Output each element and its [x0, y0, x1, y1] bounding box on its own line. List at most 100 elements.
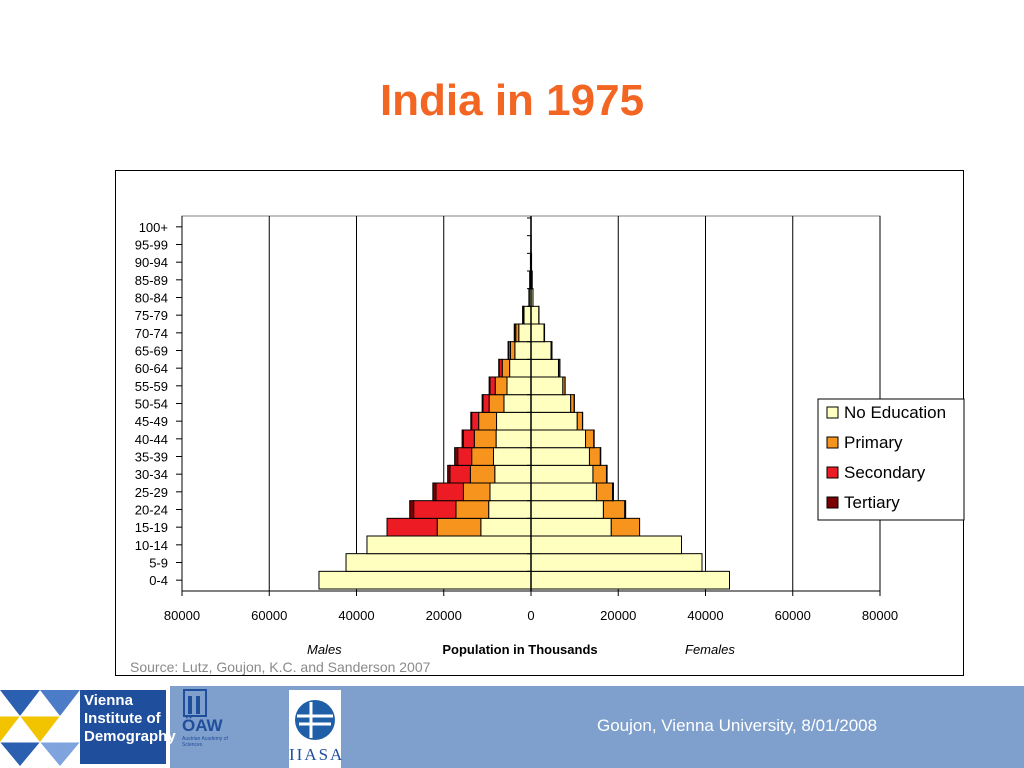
vid-logo-text: Vienna Institute of Demography: [84, 692, 176, 745]
bar-male-0-4-no-education: [318, 570, 532, 590]
age-label: 20-24: [135, 503, 168, 518]
legend-swatch-primary: [826, 436, 839, 449]
chart-frame: 0-4 5-9 10-14 15-19 20-24 25-29 30-34 35-39 40-4…: [115, 170, 965, 676]
bar-male-55-59-primary: [494, 376, 508, 396]
age-label: 65-69: [135, 344, 168, 359]
bar-female-30-34-tertiary: [605, 464, 608, 484]
bar-male-25-29-primary: [462, 482, 491, 502]
bar-female-60-64-no-education: [530, 358, 559, 378]
x-tick-label: 80000: [164, 608, 200, 623]
bar-female-35-39-no-education: [530, 447, 590, 466]
age-label: 55-59: [135, 379, 168, 394]
age-label: 90-94: [135, 255, 168, 270]
age-label: 60-64: [135, 361, 168, 376]
legend-swatch-tertiary: [826, 496, 839, 509]
legend-swatch-secondary: [826, 466, 839, 479]
bar-male-50-54-tertiary: [481, 394, 484, 413]
bar-male-35-39-secondary: [457, 447, 473, 466]
bar-female-20-24-tertiary: [624, 500, 627, 519]
x-axis-title: Population in Thousands: [442, 642, 597, 657]
x-axis-left-label: Males: [307, 642, 342, 657]
bar-male-60-64-no-education: [509, 358, 532, 378]
bar-male-35-39-tertiary: [454, 447, 459, 466]
x-tick-label: 60000: [251, 608, 287, 623]
oaw-logo-text: ÖAW: [182, 716, 223, 735]
x-tick-labels: 80000 60000 40000 20000 0 20000 40000 60000 8000…: [164, 591, 898, 623]
legend-label: Primary: [844, 433, 903, 452]
x-tick-label: 20000: [426, 608, 462, 623]
bar-female-75-79-no-education: [530, 305, 540, 325]
bar-male-30-34-tertiary: [447, 464, 451, 484]
legend-swatch-no-education: [826, 406, 839, 419]
legend-box: [817, 398, 965, 521]
bar-male-60-64-primary: [501, 358, 511, 378]
bar-male-50-54-primary: [488, 394, 505, 413]
iiasa-logo-text: IIASA: [289, 745, 345, 764]
bar-male-30-34-no-education: [494, 464, 532, 484]
age-label: 5-9: [149, 556, 168, 571]
bar-male-70-74-no-education: [518, 323, 532, 343]
grid-lines: [181, 216, 881, 591]
oaw-logo: ÖAW Austrian Academy of Sciences: [174, 688, 234, 748]
bar-female-25-29-tertiary: [612, 482, 614, 502]
bar-female-30-34-no-education: [530, 464, 594, 484]
bar-male-20-24-primary: [455, 500, 490, 519]
age-label: 15-19: [135, 520, 168, 535]
bar-female-25-29-no-education: [530, 482, 597, 502]
footer-text: Goujon, Vienna University, 8/01/2008: [597, 716, 878, 735]
bar-male-25-29-no-education: [489, 482, 532, 502]
bar-female-30-34-primary: [592, 464, 607, 484]
bar-female-70-74-no-education: [530, 323, 545, 343]
bar-male-30-34-primary: [469, 464, 496, 484]
bar-male-35-39-primary: [471, 447, 494, 466]
bar-female-50-54-primary: [570, 394, 575, 413]
bar-male-55-59-no-education: [506, 376, 532, 396]
bar-male-40-44-primary: [473, 429, 497, 449]
bar-male-20-24-tertiary: [409, 500, 415, 519]
bar-male-25-29-secondary: [435, 482, 464, 502]
age-label: 30-34: [135, 467, 168, 482]
legend: No Education Primary Secondary Tertiary: [817, 398, 965, 521]
age-label: 75-79: [135, 308, 168, 323]
bar-female-45-49-no-education: [530, 411, 578, 431]
age-label: 45-49: [135, 414, 168, 429]
bar-male-30-34-secondary: [449, 464, 471, 484]
bar-male-10-14-no-education: [366, 535, 532, 555]
source-note: Source: Lutz, Goujon, K.C. and Sanderson…: [130, 659, 431, 675]
population-pyramid-chart: 0-4 5-9 10-14 15-19 20-24 25-29 30-34 35-39 40-4…: [135, 215, 965, 657]
bar-male-5-9-no-education: [345, 553, 532, 572]
bar-female-0-4-no-education: [530, 570, 730, 590]
age-label: 100+: [139, 220, 168, 235]
bar-male-40-44-secondary: [462, 429, 475, 449]
bar-female-45-49-primary: [576, 411, 583, 431]
bar-male-45-49-tertiary: [470, 411, 473, 431]
x-tick-label: 20000: [600, 608, 636, 623]
bar-female-55-59-no-education: [530, 376, 564, 396]
bar-female-15-19-primary: [610, 517, 641, 537]
bar-male-15-19-no-education: [480, 517, 532, 537]
age-label: 50-54: [135, 397, 168, 412]
bar-male-65-69-primary: [509, 341, 516, 360]
bar-male-45-49-no-education: [496, 411, 532, 431]
bar-male-25-29-tertiary: [432, 482, 437, 502]
footer-bar: [0, 686, 1024, 768]
bar-female-25-29-primary: [595, 482, 614, 502]
x-tick-label: 60000: [775, 608, 811, 623]
x-axis-right-label: Females: [685, 642, 735, 657]
bar-male-35-39-no-education: [492, 447, 532, 466]
bar-female-10-14-no-education: [530, 535, 683, 555]
bar-male-55-59-tertiary: [488, 376, 491, 396]
x-tick-label: 0: [527, 608, 534, 623]
bar-male-55-59-secondary: [489, 376, 496, 396]
bar-male-15-19-secondary: [386, 517, 438, 537]
age-label: 0-4: [149, 573, 168, 588]
age-label: 25-29: [135, 485, 168, 500]
bar-male-45-49-primary: [478, 411, 498, 431]
age-label: 10-14: [135, 538, 168, 553]
bar-female-40-44-no-education: [530, 429, 587, 449]
age-label: 35-39: [135, 450, 168, 465]
bar-female-5-9-no-education: [530, 553, 703, 572]
bar-male-50-54-no-education: [503, 394, 532, 413]
age-label: 40-44: [135, 432, 168, 447]
x-tick-label: 40000: [338, 608, 374, 623]
